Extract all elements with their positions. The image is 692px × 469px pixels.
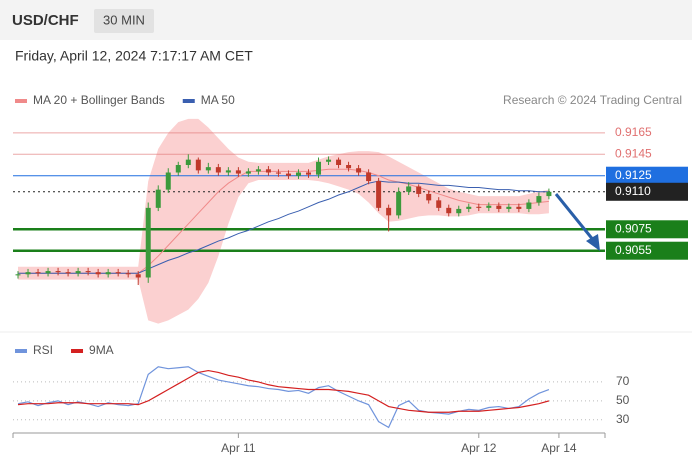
candle-body <box>386 207 392 216</box>
legend-swatch <box>15 99 27 103</box>
candle-body <box>195 159 201 171</box>
candle-body <box>185 159 191 165</box>
candle-body <box>436 200 442 208</box>
candle-body <box>506 206 512 209</box>
rsi-line <box>17 366 550 429</box>
candle-body <box>105 272 111 275</box>
candle-body <box>65 272 71 274</box>
candle-body <box>155 189 161 208</box>
candle-body <box>356 168 362 173</box>
y-tick-label: 30 <box>616 412 630 426</box>
candle-body <box>115 272 121 274</box>
candle-body <box>235 170 241 174</box>
legend-swatch <box>182 99 195 103</box>
level-box <box>606 182 688 201</box>
source: Research © 2024 Trading Central <box>503 93 682 107</box>
candle-body <box>336 159 342 165</box>
x-tick-label: Apr 12 <box>461 441 497 455</box>
interval-box[interactable] <box>94 9 154 33</box>
level-label: 0.9145 <box>615 146 652 160</box>
x-tick-label: Apr 11 <box>221 441 256 455</box>
candle-body <box>15 274 21 276</box>
candle-body <box>75 271 81 274</box>
candle-body <box>466 206 472 209</box>
bollinger-band <box>18 118 549 324</box>
candle-body <box>366 172 372 182</box>
candle-body <box>476 206 482 208</box>
level-label: 0.9165 <box>615 125 652 139</box>
ma-line <box>18 168 549 274</box>
candle-body <box>225 170 231 173</box>
interval[interactable]: 30 MIN <box>103 12 145 27</box>
legend-swatch <box>15 349 27 353</box>
candle-body <box>245 171 251 174</box>
candle-body <box>265 169 271 173</box>
forecast-arrowhead <box>586 234 600 251</box>
candle-body <box>305 172 311 175</box>
candle-body <box>316 161 322 175</box>
candle-body <box>215 167 221 173</box>
candle-body <box>346 165 352 169</box>
candle-body <box>516 206 522 209</box>
level-label: 0.9075 <box>615 221 652 235</box>
legend-label: MA 20 + Bollinger Bands <box>33 93 165 107</box>
forecast-arrow <box>554 193 596 242</box>
legend-label: MA 50 <box>201 93 235 107</box>
level-box <box>606 166 688 185</box>
candle-body <box>175 165 181 173</box>
candle-body <box>416 186 422 194</box>
candle-body <box>35 272 41 274</box>
candle-body <box>145 207 151 278</box>
candle-body <box>486 205 492 208</box>
candle-body <box>456 208 462 214</box>
candle-body <box>376 181 382 208</box>
candle-body <box>275 172 281 174</box>
candle-body <box>546 191 552 197</box>
candle-body <box>396 191 402 216</box>
x-tick-label: Apr 14 <box>541 441 577 455</box>
candle-body <box>85 271 91 273</box>
candle-body <box>45 271 51 274</box>
rsi-line <box>17 369 550 413</box>
level-box <box>606 220 688 239</box>
candle-body <box>406 186 412 192</box>
candle-body <box>125 273 131 275</box>
candle-body <box>95 272 101 275</box>
candle-body <box>25 272 31 275</box>
price-panel: 0.9165 0.9145 0.9125 0.9110 0.9075 0.9055 MA 2… <box>13 93 688 324</box>
level-label: 0.9110 <box>615 184 651 198</box>
timestamp: Friday, April 12, 2024 7:17:17 AM CET <box>15 48 253 64</box>
level-box <box>606 241 688 260</box>
candle-body <box>536 196 542 203</box>
candle-body <box>426 193 432 201</box>
candle-body <box>255 169 261 172</box>
candle-body <box>205 167 211 171</box>
level-label: 0.9055 <box>615 243 652 257</box>
rsi-panel: 70 50 30 Apr 11 Apr 12 Apr 14 RSI 9MA <box>12 343 630 455</box>
symbol: USD/CHF <box>12 12 79 29</box>
candle-body <box>295 172 301 176</box>
y-tick-label: 70 <box>616 374 630 388</box>
candle-body <box>496 205 502 209</box>
legend-label: 9MA <box>89 343 114 357</box>
legend-label: RSI <box>33 343 53 357</box>
candle-body <box>285 173 291 176</box>
y-tick-label: 50 <box>616 393 630 407</box>
candle-body <box>326 159 332 162</box>
candle-body <box>55 271 61 273</box>
candle-body <box>526 202 532 209</box>
candle-body <box>165 172 171 190</box>
candle-body <box>446 207 452 214</box>
level-label: 0.9125 <box>615 168 652 182</box>
candle-body <box>135 274 141 278</box>
legend-swatch <box>71 349 84 353</box>
